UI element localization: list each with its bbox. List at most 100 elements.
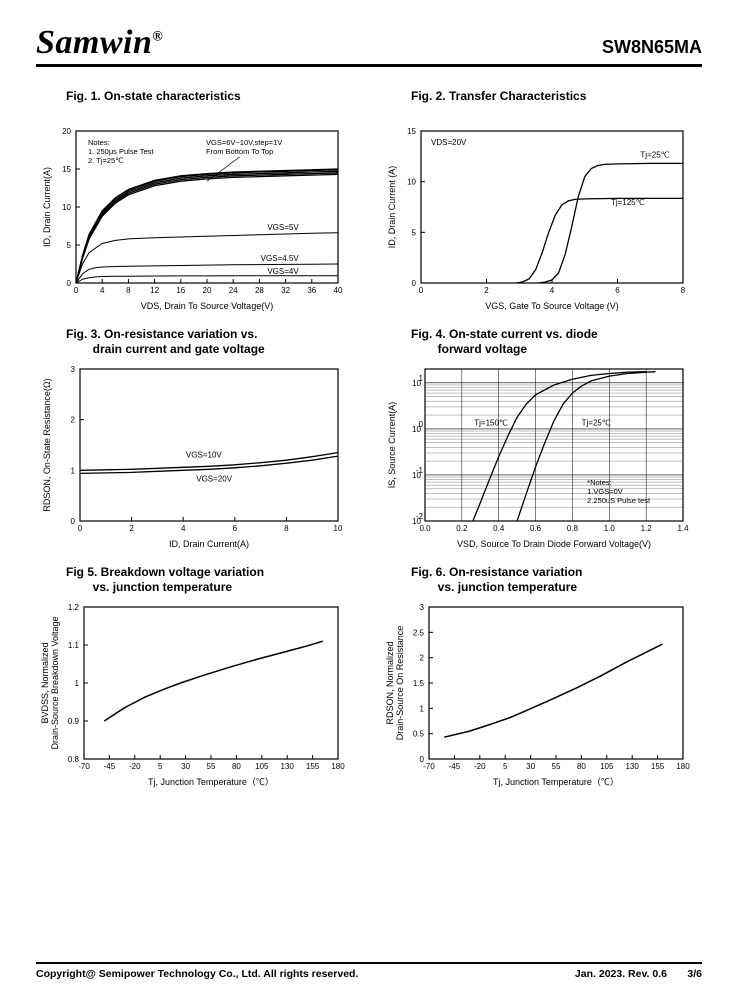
fig1-chart: 048121620242832364005101520VDS, Drain To… <box>36 123 357 313</box>
svg-text:5: 5 <box>412 228 417 237</box>
svg-text:15: 15 <box>407 127 416 136</box>
svg-text:36: 36 <box>307 286 316 295</box>
svg-text:80: 80 <box>577 762 586 771</box>
svg-text:VGS=5V: VGS=5V <box>267 223 299 232</box>
svg-text:-70: -70 <box>423 762 435 771</box>
svg-text:1: 1 <box>71 466 76 475</box>
svg-text:RDSON, Normalized: RDSON, Normalized <box>385 641 395 724</box>
svg-text:Tj, Junction Temperature（℃）: Tj, Junction Temperature（℃） <box>148 777 274 787</box>
brand-name: Samwin <box>36 24 152 61</box>
svg-text:2. Tj=25℃: 2. Tj=25℃ <box>88 156 124 165</box>
svg-text:0.2: 0.2 <box>456 524 468 533</box>
svg-text:*Notes:: *Notes: <box>587 478 612 487</box>
fig2-cell: Fig. 2. Transfer Characteristics 0246805… <box>381 85 702 317</box>
svg-text:1.5: 1.5 <box>413 679 425 688</box>
svg-text:4: 4 <box>100 286 105 295</box>
svg-text:0.8: 0.8 <box>567 524 579 533</box>
svg-text:0: 0 <box>419 286 424 295</box>
svg-text:8: 8 <box>126 286 131 295</box>
fig6-title: Fig. 6. On-resistance variation vs. junc… <box>411 565 702 595</box>
fig5-title-l1: Fig 5. Breakdown voltage variation <box>66 565 264 579</box>
svg-text:VSD, Source To Drain Diode For: VSD, Source To Drain Diode Forward Volta… <box>457 539 651 549</box>
page-footer: Copyright@ Semipower Technology Co., Ltd… <box>36 962 702 980</box>
svg-text:2: 2 <box>420 654 425 663</box>
svg-text:VGS=10V: VGS=10V <box>186 451 222 460</box>
fig6-chart: -70-45-20530558010513015518000.511.522.5… <box>381 599 702 789</box>
svg-text:1.0: 1.0 <box>604 524 616 533</box>
brand-logo: Samwin® <box>36 24 163 62</box>
svg-text:Drain-Source Breakdown Voltage: Drain-Source Breakdown Voltage <box>50 616 60 749</box>
fig5-chart: -70-45-2053055801051301551800.80.911.11.… <box>36 599 357 789</box>
fig4-cell: Fig. 4. On-state current vs. diode forwa… <box>381 323 702 555</box>
fig3-cell: Fig. 3. On-resistance variation vs. drai… <box>36 323 357 555</box>
svg-text:2.5: 2.5 <box>413 628 425 637</box>
svg-text:2.250uS Pulse test: 2.250uS Pulse test <box>587 496 651 505</box>
svg-text:0: 0 <box>420 755 425 764</box>
svg-text:0.6: 0.6 <box>530 524 542 533</box>
svg-text:130: 130 <box>626 762 640 771</box>
svg-text:VGS=20V: VGS=20V <box>196 474 232 483</box>
svg-text:1.4: 1.4 <box>677 524 689 533</box>
svg-text:8: 8 <box>284 524 289 533</box>
svg-text:0: 0 <box>412 279 417 288</box>
svg-text:VGS=4.5V: VGS=4.5V <box>261 254 300 263</box>
svg-text:2: 2 <box>129 524 134 533</box>
svg-text:IS, Source Current(A): IS, Source Current(A) <box>387 402 397 489</box>
svg-text:VDS=20V: VDS=20V <box>431 138 467 147</box>
fig5-cell: Fig 5. Breakdown voltage variation vs. j… <box>36 561 357 793</box>
svg-text:0.5: 0.5 <box>413 730 425 739</box>
svg-text:1: 1 <box>419 374 424 383</box>
fig4-chart: 0.00.20.40.60.81.01.21.410-210-1100101VS… <box>381 361 702 551</box>
svg-text:1: 1 <box>75 679 80 688</box>
svg-text:-70: -70 <box>78 762 90 771</box>
fig6-title-l1: Fig. 6. On-resistance variation <box>411 565 582 579</box>
svg-text:8: 8 <box>681 286 686 295</box>
svg-text:105: 105 <box>600 762 614 771</box>
svg-text:Tj=25℃: Tj=25℃ <box>582 418 611 427</box>
svg-text:3: 3 <box>420 603 425 612</box>
svg-text:Tj=25℃: Tj=25℃ <box>640 150 669 159</box>
fig4-title-l1: Fig. 4. On-state current vs. diode <box>411 327 598 341</box>
fig5-title-l2: vs. junction temperature <box>93 580 232 594</box>
svg-text:180: 180 <box>331 762 345 771</box>
svg-text:Notes:: Notes: <box>88 138 110 147</box>
rev-date: Jan. 2023. Rev. 0.6 <box>575 968 667 980</box>
svg-text:55: 55 <box>207 762 216 771</box>
svg-text:6: 6 <box>233 524 238 533</box>
svg-text:5: 5 <box>67 241 72 250</box>
svg-text:15: 15 <box>62 165 71 174</box>
fig4-title: Fig. 4. On-state current vs. diode forwa… <box>411 327 702 357</box>
svg-text:1. 250μs Pulse Test: 1. 250μs Pulse Test <box>88 147 154 156</box>
svg-text:0: 0 <box>71 517 76 526</box>
svg-text:Tj=125℃: Tj=125℃ <box>611 198 645 207</box>
svg-text:155: 155 <box>651 762 665 771</box>
svg-text:32: 32 <box>281 286 290 295</box>
svg-text:155: 155 <box>306 762 320 771</box>
fig3-title: Fig. 3. On-resistance variation vs. drai… <box>66 327 357 357</box>
svg-text:0.4: 0.4 <box>493 524 505 533</box>
rev-info: Jan. 2023. Rev. 0.6 3/6 <box>575 968 702 980</box>
svg-text:4: 4 <box>550 286 555 295</box>
svg-text:3: 3 <box>71 365 76 374</box>
svg-text:Tj=150℃: Tj=150℃ <box>474 418 508 427</box>
fig2-chart: 02468051015VGS, Gate To Source Voltage (… <box>381 123 702 313</box>
svg-text:0: 0 <box>67 279 72 288</box>
page-header: Samwin® SW8N65MA <box>36 24 702 67</box>
svg-text:5: 5 <box>503 762 508 771</box>
svg-text:0.0: 0.0 <box>419 524 431 533</box>
svg-text:130: 130 <box>281 762 295 771</box>
svg-text:24: 24 <box>229 286 238 295</box>
svg-text:2: 2 <box>484 286 489 295</box>
svg-text:6: 6 <box>615 286 620 295</box>
svg-text:ID, Drain Current(A): ID, Drain Current(A) <box>42 167 52 247</box>
svg-text:16: 16 <box>176 286 185 295</box>
svg-text:-2: -2 <box>416 512 424 521</box>
svg-text:105: 105 <box>255 762 269 771</box>
fig5-title: Fig 5. Breakdown voltage variation vs. j… <box>66 565 357 595</box>
part-number: SW8N65MA <box>602 37 702 62</box>
svg-text:0: 0 <box>419 420 424 429</box>
fig4-title-l2: forward voltage <box>438 342 527 356</box>
registered-mark: ® <box>152 30 163 45</box>
svg-text:VDS, Drain To Source Voltage(V: VDS, Drain To Source Voltage(V) <box>141 301 273 311</box>
svg-text:ID, Drain Current (A): ID, Drain Current (A) <box>387 166 397 249</box>
